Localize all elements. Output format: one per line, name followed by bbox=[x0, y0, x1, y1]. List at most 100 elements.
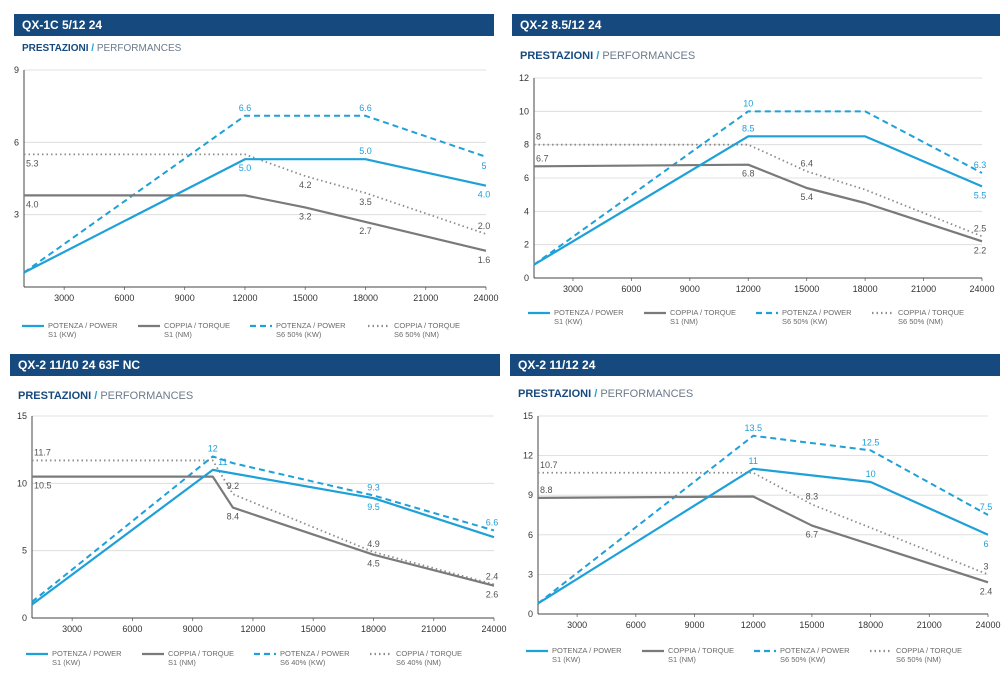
subtitle-performances: PERFORMANCES bbox=[100, 390, 194, 402]
subtitle-prestazioni: PRESTAZIONI bbox=[18, 390, 92, 402]
data-label: 12 bbox=[208, 443, 218, 453]
data-label: 7.5 bbox=[980, 502, 993, 512]
legend-swatch bbox=[138, 324, 160, 328]
y-tick-label: 10 bbox=[17, 478, 27, 488]
x-tick-label: 9000 bbox=[183, 624, 203, 634]
x-tick-label: 6000 bbox=[114, 293, 134, 303]
chart-subtitle: PRESTAZIONI / PERFORMANCES bbox=[18, 390, 193, 402]
chart-subtitle: PRESTAZIONI / PERFORMANCES bbox=[22, 43, 181, 54]
y-tick-label: 2 bbox=[524, 240, 529, 250]
series-line-power-s6 bbox=[31, 455, 495, 603]
legend-swatch bbox=[754, 649, 776, 653]
chart-panel-qx-2-8-5: QX-2 8.5/12 24 PRESTAZIONI / PERFORMANCE… bbox=[512, 14, 1000, 346]
legend-swatch bbox=[370, 652, 392, 656]
chart-subtitle: PRESTAZIONI / PERFORMANCES bbox=[520, 50, 695, 62]
legend-swatch bbox=[526, 649, 548, 653]
legend-swatch bbox=[26, 652, 48, 656]
data-label: 6 bbox=[983, 539, 988, 549]
data-label: 11 bbox=[749, 456, 758, 466]
series-line-power-s1 bbox=[23, 158, 487, 274]
y-tick-label: 9 bbox=[14, 65, 19, 75]
legend-label: COPPIA / TORQUE S6 50% (NM) bbox=[394, 321, 460, 339]
data-label: 2.6 bbox=[486, 590, 499, 600]
y-tick-label: 6 bbox=[524, 173, 529, 183]
series-line-power-s1 bbox=[537, 467, 989, 605]
line-chart: 0 3 6 9 12 15 3000 6000 9000 12000 15000 18000 21000… bbox=[523, 411, 1001, 630]
legend-label: POTENZA / POWER S1 (KW) bbox=[52, 649, 122, 667]
data-label: 4.5 bbox=[367, 559, 380, 569]
x-tick-label: 12000 bbox=[240, 624, 265, 634]
x-tick-label: 18000 bbox=[361, 624, 386, 634]
data-label: 10.7 bbox=[540, 460, 558, 470]
y-tick-label: 15 bbox=[17, 411, 27, 421]
subtitle-slash: / bbox=[88, 43, 97, 54]
data-label: 8 bbox=[536, 132, 541, 142]
x-tick-label: 15000 bbox=[301, 624, 326, 634]
legend-label: POTENZA / POWER S6 50% (KW) bbox=[782, 308, 852, 326]
x-tick-label: 9000 bbox=[175, 293, 195, 303]
x-tick-label: 21000 bbox=[917, 620, 942, 630]
chart-title: QX-1C 5/12 24 bbox=[14, 14, 494, 36]
y-tick-label: 0 bbox=[528, 609, 533, 619]
legend-label: COPPIA / TORQUE S1 (NM) bbox=[668, 646, 734, 664]
series-line-power-s1 bbox=[533, 135, 983, 266]
legend-label: COPPIA / TORQUE S1 (NM) bbox=[168, 649, 234, 667]
subtitle-prestazioni: PRESTAZIONI bbox=[22, 43, 89, 54]
subtitle-slash: / bbox=[591, 388, 601, 400]
data-label: 11 bbox=[218, 457, 227, 467]
data-label: 8.4 bbox=[227, 512, 240, 522]
legend-label: POTENZA / POWER S6 50% (KW) bbox=[276, 321, 346, 339]
y-tick-label: 8 bbox=[524, 140, 529, 150]
data-label: 2.7 bbox=[359, 226, 372, 236]
data-label: 6.6 bbox=[239, 103, 252, 113]
data-label: 5.0 bbox=[359, 146, 372, 156]
x-tick-label: 18000 bbox=[353, 293, 378, 303]
data-label: 2.4 bbox=[486, 571, 499, 581]
legend-label: POTENZA / POWER S1 (KW) bbox=[552, 646, 622, 664]
chart-title: QX-2 8.5/12 24 bbox=[512, 14, 1000, 36]
chart-title: QX-2 11/12 24 bbox=[510, 354, 1000, 376]
series-line-torque-s6 bbox=[24, 153, 487, 235]
legend-label: COPPIA / TORQUE S6 50% (NM) bbox=[898, 308, 964, 326]
x-tick-label: 21000 bbox=[413, 293, 438, 303]
data-label: 10 bbox=[743, 98, 753, 108]
y-tick-label: 12 bbox=[519, 73, 529, 83]
line-chart: 0 5 10 15 3000 6000 9000 12000 15000 18000 21000 24… bbox=[17, 411, 507, 634]
legend-label: COPPIA / TORQUE S6 40% (NM) bbox=[396, 649, 462, 667]
data-label: 13.5 bbox=[744, 423, 762, 433]
legend-label: POTENZA / POWER S1 (KW) bbox=[48, 321, 118, 339]
series-line-power-s6 bbox=[537, 434, 989, 605]
legend-swatch bbox=[250, 324, 272, 328]
legend-swatch bbox=[642, 649, 664, 653]
data-label: 8.5 bbox=[742, 123, 755, 133]
legend-label: COPPIA / TORQUE S1 (NM) bbox=[670, 308, 736, 326]
data-label: 4.0 bbox=[26, 199, 39, 209]
data-label: 2.2 bbox=[974, 245, 987, 255]
series-line-power-s6 bbox=[533, 110, 983, 266]
data-label: 11.7 bbox=[34, 447, 51, 457]
y-tick-label: 15 bbox=[523, 411, 533, 421]
y-tick-label: 0 bbox=[524, 273, 529, 283]
legend-label: COPPIA / TORQUE S1 (NM) bbox=[164, 321, 230, 339]
legend-swatch bbox=[870, 649, 892, 653]
chart-legend: POTENZA / POWER S1 (KW) COPPIA / TORQUE S1 … bbox=[518, 646, 992, 670]
data-label: 8.3 bbox=[806, 491, 819, 501]
chart-legend: POTENZA / POWER S1 (KW) COPPIA / TORQUE S1 … bbox=[22, 321, 486, 345]
x-tick-label: 3000 bbox=[62, 624, 82, 634]
series-line-torque-s6 bbox=[538, 471, 989, 576]
y-tick-label: 6 bbox=[528, 530, 533, 540]
legend-swatch bbox=[644, 311, 666, 315]
series-line-torque-s1 bbox=[24, 194, 487, 252]
line-chart: 3 6 9 3000 6000 9000 12000 15000 18000 21000 24000… bbox=[14, 65, 499, 303]
legend-swatch bbox=[872, 311, 894, 315]
data-label: 5.3 bbox=[26, 158, 39, 168]
data-label: 6.4 bbox=[800, 158, 813, 168]
data-label: 9.3 bbox=[367, 482, 380, 492]
chart-legend: POTENZA / POWER S1 (KW) COPPIA / TORQUE S1 … bbox=[18, 649, 492, 673]
x-tick-label: 3000 bbox=[563, 284, 583, 294]
x-tick-label: 12000 bbox=[741, 620, 766, 630]
x-tick-label: 3000 bbox=[567, 620, 587, 630]
x-tick-label: 12000 bbox=[232, 293, 257, 303]
chart-panel-qx-2-11-10: QX-2 11/10 24 63F NC PRESTAZIONI / PERFO… bbox=[10, 354, 507, 690]
legend-label: POTENZA / POWER S6 50% (KW) bbox=[780, 646, 850, 664]
